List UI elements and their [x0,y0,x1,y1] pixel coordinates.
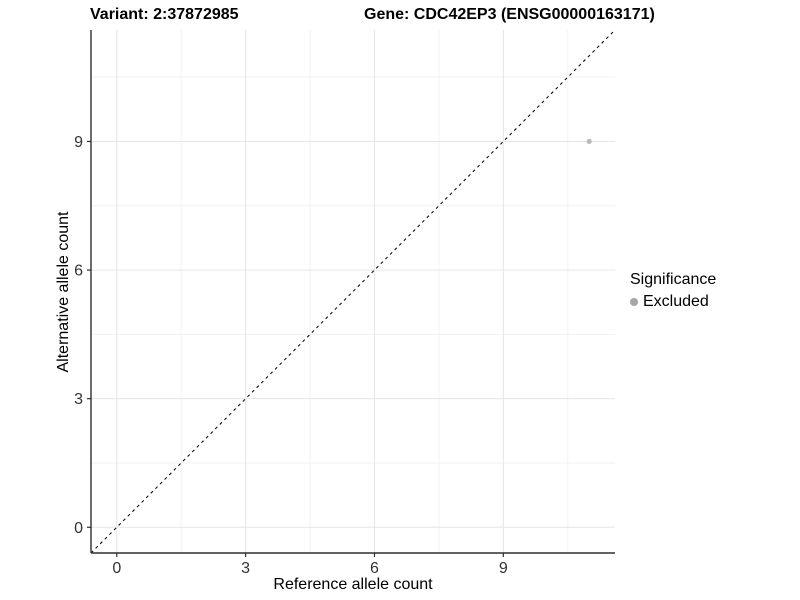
legend-item-excluded: Excluded [630,293,716,311]
identity-line [90,29,616,554]
y-tick-label: 9 [74,134,83,151]
x-tick-label: 0 [112,560,121,577]
legend-title: Significance [630,271,717,288]
legend-point-icon [630,298,638,306]
x-tick-label: 3 [241,560,250,577]
x-tick-label: 9 [499,560,508,577]
legend: Significance Excluded [630,271,716,311]
data-point [586,138,592,145]
plot-title-variant: Variant: 2:37872985 [90,6,239,23]
y-tick-label: 6 [74,263,83,280]
x-axis-label: Reference allele count [273,576,433,593]
y-tick-label: 3 [74,391,83,408]
y-tick-label: 0 [74,520,83,537]
x-tick-label: 6 [370,560,379,577]
legend-item-label: Excluded [643,293,709,310]
plot-title-gene: Gene: CDC42EP3 (ENSG00000163171) [364,6,655,23]
